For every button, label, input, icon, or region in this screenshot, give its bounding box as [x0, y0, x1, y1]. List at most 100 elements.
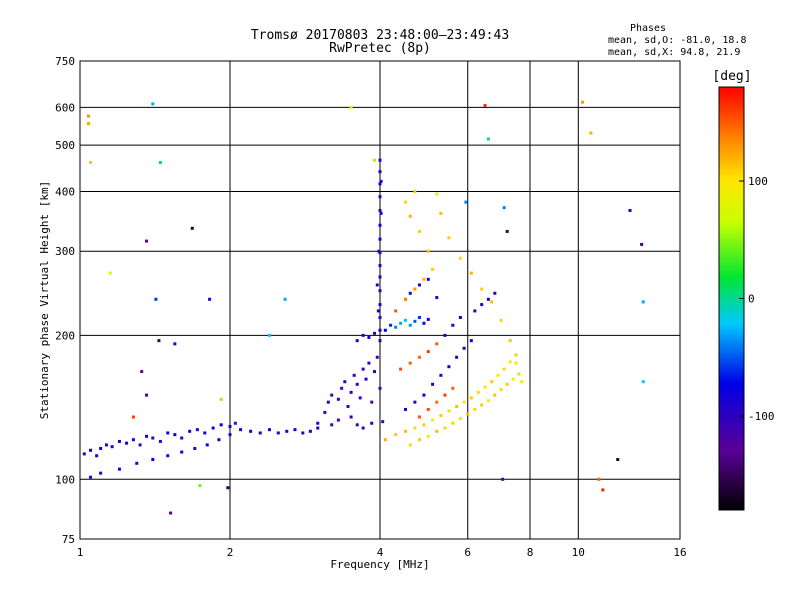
data-point: [439, 211, 443, 215]
x-axis-label: Frequency [MHz]: [330, 558, 429, 571]
data-point: [581, 100, 585, 104]
data-point: [378, 303, 382, 307]
data-point: [641, 380, 645, 384]
data-point: [447, 236, 451, 240]
data-point: [514, 353, 518, 357]
data-point: [483, 104, 487, 108]
data-point: [378, 315, 382, 319]
data-point: [151, 457, 155, 461]
y-tick-label: 200: [55, 329, 75, 342]
data-point: [378, 182, 382, 186]
y-axis-ticks: 75 100 200 300 400 500 600 750: [55, 55, 75, 546]
data-point: [267, 428, 271, 432]
y-tick-label: 750: [55, 55, 75, 68]
data-point: [422, 321, 426, 325]
data-point: [413, 426, 417, 430]
data-point: [483, 385, 487, 389]
colorbar-tick-label: -100: [748, 410, 775, 423]
data-point: [422, 277, 426, 281]
data-point: [413, 287, 417, 291]
data-point: [451, 421, 455, 425]
data-point: [435, 342, 439, 346]
data-point: [408, 214, 412, 218]
data-point: [458, 315, 462, 319]
data-point: [435, 192, 439, 196]
data-point: [399, 367, 403, 371]
data-point: [203, 431, 207, 435]
colorbar-tick-label: 100: [748, 175, 768, 188]
data-point: [458, 417, 462, 421]
data-point: [117, 439, 121, 443]
data-point: [131, 415, 135, 419]
data-point: [336, 418, 340, 422]
data-point: [378, 195, 382, 199]
data-point: [145, 393, 149, 397]
data-point: [86, 122, 90, 126]
data-point: [443, 333, 447, 337]
x-tick-label: 6: [464, 546, 471, 559]
data-point: [308, 429, 312, 433]
data-point: [190, 226, 194, 230]
data-point: [151, 102, 155, 106]
data-point: [499, 388, 503, 392]
data-point: [473, 309, 477, 313]
data-point: [486, 137, 490, 141]
data-point: [301, 431, 305, 435]
data-point: [394, 309, 398, 313]
data-point: [330, 393, 334, 397]
data-point: [490, 300, 494, 304]
data-point: [355, 339, 359, 343]
data-point: [378, 328, 382, 332]
data-point: [228, 433, 232, 437]
x-tick-label: 1: [77, 546, 84, 559]
data-point: [367, 335, 371, 339]
data-point: [417, 283, 421, 287]
data-point: [378, 386, 382, 390]
data-point: [125, 441, 129, 445]
data-point: [378, 275, 382, 279]
data-point: [458, 256, 462, 260]
x-tick-label: 16: [673, 546, 686, 559]
data-point: [145, 239, 149, 243]
data-point: [358, 396, 362, 400]
data-point: [249, 429, 253, 433]
colorbar: [deg] 100 0 -100: [712, 69, 775, 511]
data-point: [89, 160, 93, 164]
data-point: [378, 209, 382, 213]
data-point: [490, 380, 494, 384]
data-point: [373, 370, 377, 374]
data-point: [443, 393, 447, 397]
data-point: [95, 454, 99, 458]
data-point: [166, 454, 170, 458]
data-point: [117, 467, 121, 471]
data-point: [447, 409, 451, 413]
data-point: [426, 407, 430, 411]
data-point: [505, 229, 509, 233]
data-point: [198, 484, 202, 488]
x-tick-label: 4: [377, 546, 384, 559]
data-point: [267, 333, 271, 337]
data-point: [426, 350, 430, 354]
data-point: [349, 415, 353, 419]
data-point: [399, 321, 403, 325]
data-point: [226, 486, 230, 490]
data-point: [283, 297, 287, 301]
data-point: [383, 438, 387, 442]
data-point: [403, 318, 407, 322]
data-point: [364, 377, 368, 381]
data-point: [381, 420, 385, 424]
x-tick-label: 2: [227, 546, 234, 559]
data-point: [195, 428, 199, 432]
data-point: [99, 446, 103, 450]
data-point: [173, 342, 177, 346]
data-point: [89, 475, 93, 479]
data-point: [233, 421, 237, 425]
data-point: [496, 373, 500, 377]
colorbar-label: [deg]: [712, 69, 751, 84]
data-point: [326, 400, 330, 404]
data-point: [258, 431, 262, 435]
data-point: [641, 300, 645, 304]
data-point: [417, 229, 421, 233]
colorbar-tick-label: 0: [748, 293, 755, 306]
data-point: [417, 355, 421, 359]
